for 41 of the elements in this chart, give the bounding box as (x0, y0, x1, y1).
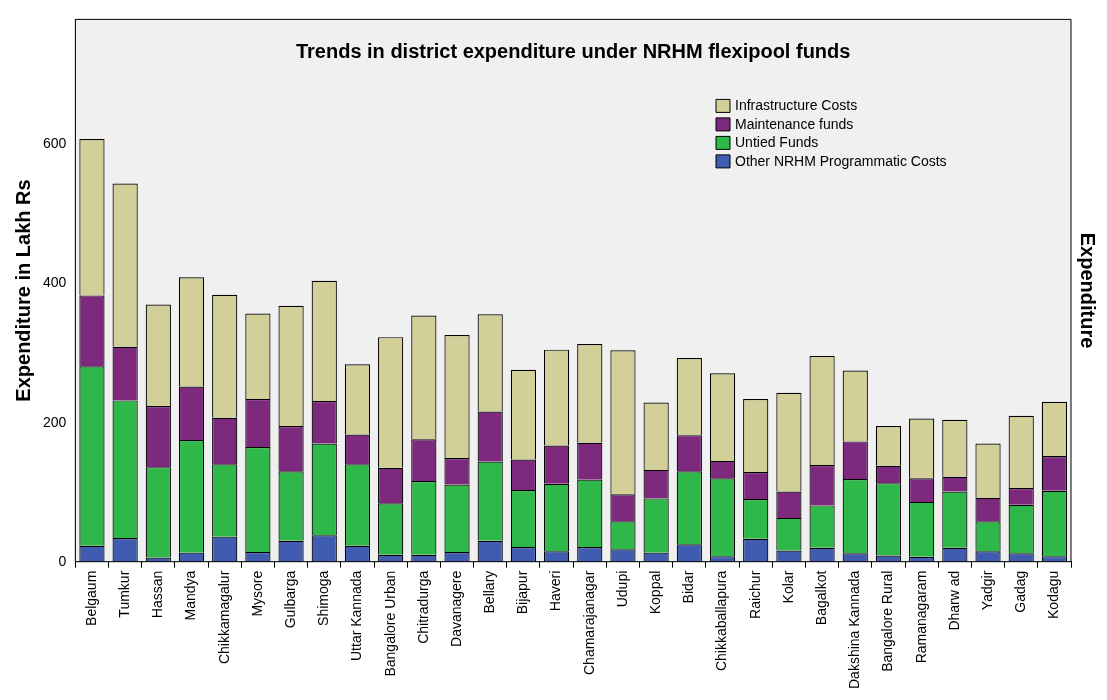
x-tick-label: Belgaum (82, 570, 99, 626)
y-tick-label: 0 (58, 552, 67, 569)
text: Trends in district expenditure under NRHM flexipool funds (295, 39, 851, 62)
x-tick-label: Dakshina Kannada (846, 570, 863, 689)
y-tick-label: 600 (43, 135, 67, 152)
legend-label: Infrastructure Costs (735, 97, 858, 114)
x-tick-label: Davanagere (447, 570, 464, 647)
x-tick-label: Koppal (647, 570, 664, 615)
x-tick-label: Bellary (481, 570, 498, 614)
x-tick-label: Kolar (779, 570, 796, 604)
y-tick-label: 200 (43, 413, 67, 430)
x-tick-label: Kodagu (1045, 570, 1062, 619)
x-tick-label: Mandya (182, 570, 199, 621)
x-tick-label: Tumkur (116, 570, 132, 618)
y-axis-title: Expenditure in Lakh Rs (11, 179, 34, 402)
x-tick-label: Bijapur (514, 570, 531, 615)
x-tick-label: Bidar (680, 570, 697, 604)
legend-label: Other NRHM Programmatic Costs (735, 152, 947, 169)
x-tick-label: Chikkamagalur (215, 570, 232, 665)
x-tick-label: Chikkaballapura (713, 570, 730, 672)
x-tick-label: Haveri (547, 570, 564, 612)
x-tick-label: Chamarajanagar (580, 570, 597, 675)
x-tick-label: Bangalore Urban (381, 570, 398, 677)
y2-axis-title: Expenditure (1077, 232, 1100, 349)
x-tick-label: Mysore (248, 570, 265, 617)
x-tick-label: Yadgir (978, 570, 995, 611)
legend-label: Untied Funds (735, 134, 819, 151)
x-tick-label: Ramanagaram (912, 570, 929, 664)
x-tick-label: Uttar Kannada (348, 570, 365, 661)
x-tick-label: Hassan (149, 570, 166, 619)
x-tick-label: Udupi (613, 570, 630, 608)
x-tick-label: Dharw ad (945, 570, 962, 631)
x-tick-label: Gulbarga (281, 570, 298, 629)
x-tick-label: Gadag (1012, 570, 1029, 613)
y-tick-label: 400 (43, 274, 67, 291)
x-tick-label: Raichur (746, 570, 763, 619)
x-tick-label: Shimoga (315, 570, 332, 626)
x-tick-label: Chitradurga (414, 570, 431, 644)
x-tick-label: Bagalkot (812, 570, 829, 626)
legend-label: Maintenance funds (735, 115, 854, 132)
x-tick-label: Bangalore Rural (879, 570, 896, 672)
